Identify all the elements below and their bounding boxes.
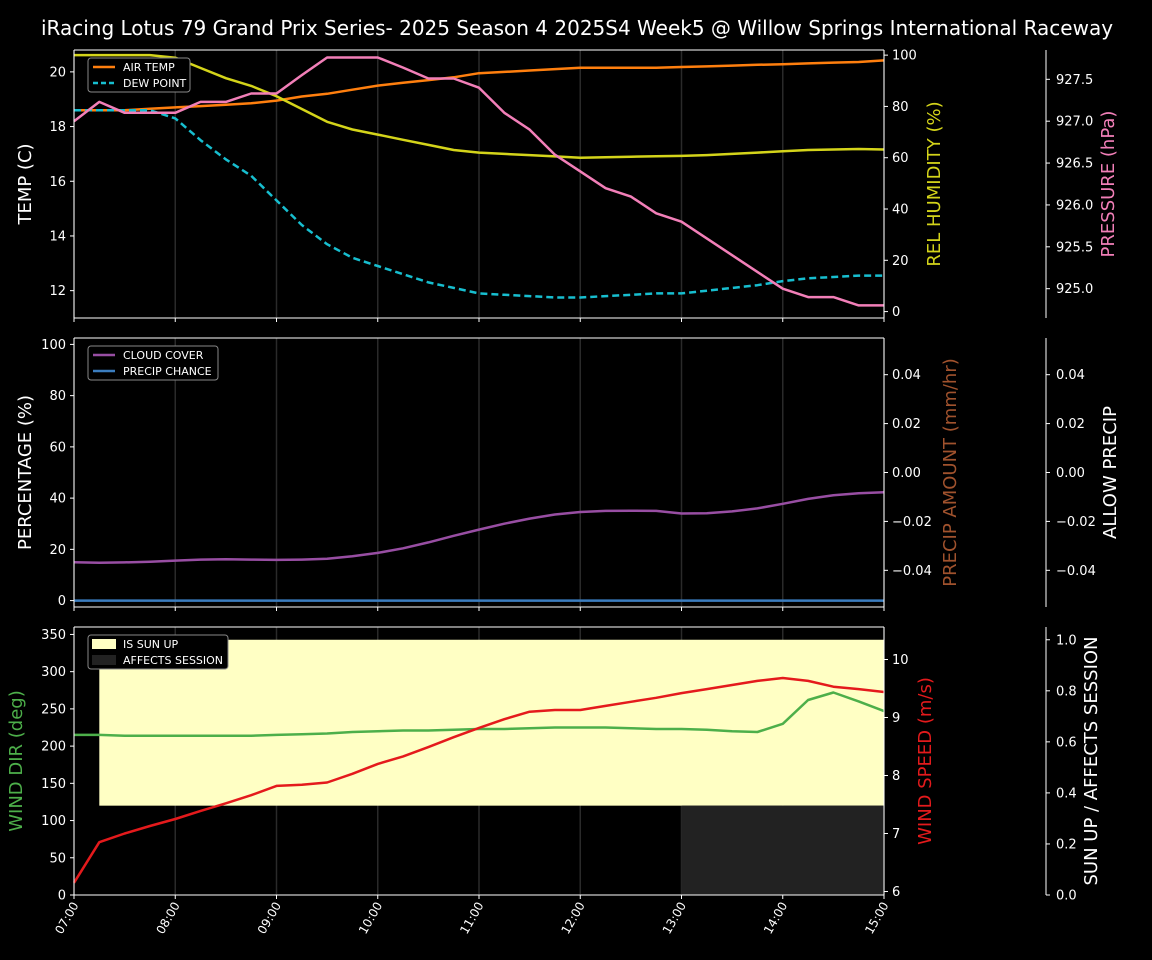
left-tick-label: 0 <box>58 594 66 609</box>
series-line-cloud-cover <box>73 490 885 564</box>
right1-tick-label: −0.02 <box>892 515 932 530</box>
legend-label: IS SUN UP <box>123 638 179 651</box>
right2-tick-label: 0.4 <box>1056 786 1077 801</box>
right1-tick-label: 80 <box>892 100 909 115</box>
series-line-wind-speed <box>72 676 885 884</box>
left-tick-label: 40 <box>49 492 66 507</box>
legend-label: DEW POINT <box>123 77 187 90</box>
right2-tick-label: 0.2 <box>1056 837 1077 852</box>
right2-tick-label: −0.02 <box>1056 515 1096 530</box>
legend-swatch <box>92 655 116 665</box>
right2-tick-label: 926.5 <box>1056 157 1093 172</box>
right2-tick-label: 926.0 <box>1056 198 1093 213</box>
right2-tick-label: 927.5 <box>1056 73 1093 88</box>
right1-tick-label: 0.04 <box>892 368 921 383</box>
right1-axis-title: REL HUMIDITY (%) <box>924 101 945 266</box>
legend-label: PRECIP CHANCE <box>123 365 212 378</box>
right2-tick-label: 0.6 <box>1056 735 1077 750</box>
right1-tick-label: 0 <box>892 305 900 320</box>
right1-tick-label: 20 <box>892 254 909 269</box>
left-tick-label: 150 <box>41 777 66 792</box>
right2-axis-title: PRESSURE (hPa) <box>1098 111 1119 258</box>
left-tick-label: 12 <box>49 284 66 299</box>
right2-tick-label: 0.0 <box>1056 889 1077 904</box>
left-tick-label: 300 <box>41 665 66 680</box>
series-line-air-temp <box>74 59 885 112</box>
right2-tick-label: 0.02 <box>1056 417 1085 432</box>
legend-box <box>87 345 219 381</box>
right2-tick-label: 0.8 <box>1056 684 1077 699</box>
right1-tick-label: 8 <box>892 769 900 784</box>
legend-label: AIR TEMP <box>123 61 175 74</box>
legend-label: AFFECTS SESSION <box>123 654 223 667</box>
left-tick-label: 100 <box>41 814 66 829</box>
right1-tick-label: 10 <box>892 653 909 668</box>
left-tick-label: 60 <box>49 440 66 455</box>
right2-tick-label: 925.5 <box>1056 240 1093 255</box>
right1-tick-label: 0.02 <box>892 417 921 432</box>
legend-swatch <box>92 639 116 649</box>
affects-session-region <box>681 805 884 895</box>
right1-tick-label: −0.04 <box>892 564 932 579</box>
left-axis-title: TEMP (C) <box>15 143 36 225</box>
left-tick-label: 250 <box>41 702 66 717</box>
series-line-rel-humidity <box>74 53 885 159</box>
series-line-pressure <box>73 56 884 307</box>
right1-tick-label: 100 <box>892 49 917 64</box>
right2-tick-label: 1.0 <box>1056 633 1077 648</box>
right2-axis-title: ALLOW PRECIP <box>1100 406 1121 539</box>
left-tick-label: 14 <box>49 229 66 244</box>
right1-tick-label: 7 <box>892 827 900 842</box>
left-tick-label: 80 <box>49 389 66 404</box>
left-tick-label: 18 <box>49 120 66 135</box>
right2-tick-label: 0.00 <box>1056 466 1085 481</box>
right2-axis-title: SUN UP / AFFECTS SESSION <box>1081 636 1102 885</box>
legend-box <box>87 634 229 670</box>
left-axis-title: PERCENTAGE (%) <box>15 395 36 550</box>
left-tick-label: 100 <box>41 338 66 353</box>
left-tick-label: 200 <box>41 740 66 755</box>
legend-label: CLOUD COVER <box>123 349 204 362</box>
right1-axis-title: WIND SPEED (m/s) <box>915 677 936 845</box>
left-tick-label: 20 <box>49 543 66 558</box>
series-line-dew-point <box>74 108 884 299</box>
right2-tick-label: 0.04 <box>1056 368 1085 383</box>
left-tick-label: 0 <box>58 889 66 904</box>
right1-tick-label: 6 <box>892 885 900 900</box>
right1-tick-label: 9 <box>892 711 900 726</box>
left-tick-label: 50 <box>49 851 66 866</box>
right2-tick-label: −0.04 <box>1056 564 1096 579</box>
right1-tick-label: 0.00 <box>892 466 921 481</box>
right1-tick-label: 60 <box>892 151 909 166</box>
left-tick-label: 16 <box>49 175 66 190</box>
right1-axis-title: PRECIP AMOUNT (mm/hr) <box>940 358 961 587</box>
left-tick-label: 350 <box>41 628 66 643</box>
left-axis-title: WIND DIR (deg) <box>6 690 27 832</box>
chart-title: iRacing Lotus 79 Grand Prix Series- 2025… <box>41 16 1113 40</box>
right2-tick-label: 927.0 <box>1056 115 1093 130</box>
left-tick-label: 20 <box>49 65 66 80</box>
right1-tick-label: 40 <box>892 203 909 218</box>
right2-tick-label: 925.0 <box>1056 282 1093 297</box>
